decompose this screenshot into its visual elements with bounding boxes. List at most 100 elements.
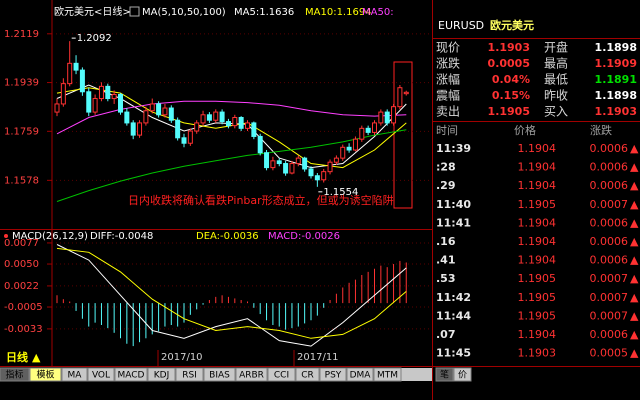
indicator-dot bbox=[4, 234, 8, 238]
trade-cell: 1.1904 bbox=[518, 142, 557, 155]
trade-cell: 1.1905 bbox=[518, 272, 557, 285]
up-arrow: ▲ bbox=[630, 254, 639, 267]
trade-cell: 0.0006 bbox=[590, 254, 629, 267]
highlight-box bbox=[393, 61, 413, 209]
candle-body bbox=[156, 103, 162, 116]
y-tick-label: 0.0050 bbox=[4, 259, 39, 270]
indicator-name: MACD(26,12,9) bbox=[12, 231, 88, 242]
tab-label[interactable]: MA bbox=[68, 371, 83, 381]
up-arrow: ▲ bbox=[630, 309, 639, 322]
trade-cell: .16 bbox=[436, 235, 456, 248]
tab[interactable] bbox=[147, 367, 176, 382]
candle-body bbox=[187, 130, 193, 144]
trade-cell: .07 bbox=[436, 328, 456, 341]
tab[interactable] bbox=[87, 367, 115, 382]
quote-label: 涨幅 bbox=[436, 72, 460, 87]
candle-body bbox=[92, 98, 98, 113]
indicator-line bbox=[56, 247, 407, 339]
quote-label: 开盘 bbox=[544, 40, 568, 55]
candle-body bbox=[168, 107, 174, 121]
y-tick-label: -0.0033 bbox=[4, 324, 43, 335]
period-arrow[interactable]: ▲ bbox=[32, 351, 41, 364]
up-arrow: ▲ bbox=[630, 179, 639, 192]
side-tab[interactable] bbox=[453, 367, 472, 382]
candle-body bbox=[149, 103, 155, 112]
y-tick-label: 1.2119 bbox=[4, 29, 39, 40]
tab-label[interactable]: ARBR bbox=[239, 371, 264, 381]
candle-body bbox=[79, 69, 85, 93]
tab[interactable] bbox=[346, 367, 374, 382]
trade-cell: 0.0006 bbox=[590, 142, 629, 155]
y-tick-label: 0.0077 bbox=[4, 238, 39, 249]
tab[interactable] bbox=[114, 367, 148, 382]
quote-label: 昨收 bbox=[544, 89, 568, 103]
symbol: EURUSD bbox=[438, 19, 484, 32]
tab[interactable] bbox=[61, 367, 88, 382]
candle-body bbox=[378, 111, 384, 124]
tab-label[interactable]: 模板 bbox=[36, 369, 54, 381]
candle-body bbox=[352, 138, 358, 151]
trade-cell: 11:41 bbox=[436, 216, 471, 229]
candle-body bbox=[346, 146, 352, 151]
candle-body bbox=[270, 160, 276, 169]
tab-label[interactable]: PSY bbox=[325, 371, 342, 381]
high-label: 1.2092 bbox=[77, 33, 112, 44]
trade-cell: 11:40 bbox=[436, 198, 471, 211]
side-tab-label[interactable]: 价 bbox=[458, 370, 467, 381]
side-tab[interactable] bbox=[435, 367, 454, 382]
candle-body bbox=[372, 122, 377, 133]
tab-label[interactable]: MTM bbox=[377, 371, 398, 381]
tab[interactable] bbox=[203, 367, 236, 382]
chart-title: 欧元美元<日线> bbox=[54, 5, 131, 18]
column-header: 时间 bbox=[436, 124, 458, 137]
candle-body bbox=[219, 111, 225, 123]
tab[interactable] bbox=[235, 367, 268, 382]
up-arrow: ▲ bbox=[630, 161, 639, 174]
tab[interactable] bbox=[295, 367, 320, 382]
trade-cell: 0.0007 bbox=[590, 272, 629, 285]
tab-label[interactable]: DMA bbox=[350, 371, 372, 381]
trade-cell: 0.0006 bbox=[590, 328, 629, 341]
legend-entry: DEA:-0.0036 bbox=[196, 231, 259, 242]
candle-body bbox=[314, 175, 320, 181]
low-label: 1.1554 bbox=[323, 187, 358, 198]
legend-entry: MACD:-0.0026 bbox=[268, 231, 340, 242]
trade-cell: 1.1905 bbox=[518, 291, 557, 304]
period[interactable]: 日线 bbox=[6, 350, 28, 364]
candle-body bbox=[162, 107, 168, 116]
candle-body bbox=[308, 168, 314, 177]
up-arrow: ▲ bbox=[630, 272, 639, 285]
tab[interactable] bbox=[175, 367, 204, 382]
trade-cell: :28 bbox=[436, 161, 456, 174]
candle-body bbox=[365, 127, 371, 133]
tab[interactable] bbox=[319, 367, 347, 382]
candle-body bbox=[302, 157, 308, 170]
candle-body bbox=[340, 146, 346, 159]
up-arrow: ▲ bbox=[630, 216, 639, 229]
y-tick-label: 0.0022 bbox=[4, 281, 39, 292]
indicator-line bbox=[56, 87, 407, 169]
trade-cell: 0.0006 bbox=[590, 161, 629, 174]
tab-label[interactable]: CCI bbox=[274, 371, 289, 381]
tab-label[interactable]: MACD bbox=[118, 371, 145, 381]
tab-label[interactable]: VOL bbox=[92, 371, 110, 381]
tab[interactable] bbox=[267, 367, 296, 382]
tab-label[interactable]: 指标 bbox=[5, 369, 23, 381]
legend-entry: DIFF:-0.0048 bbox=[90, 231, 153, 242]
quote-label: 最低 bbox=[544, 73, 568, 87]
tab-label[interactable]: BIAS bbox=[209, 371, 230, 381]
settings-icon[interactable] bbox=[129, 6, 140, 17]
candle-body bbox=[118, 93, 123, 113]
quote-label: 卖出 bbox=[436, 105, 460, 119]
tab-label[interactable]: RSI bbox=[182, 371, 197, 381]
candle-body bbox=[175, 119, 181, 139]
up-arrow: ▲ bbox=[630, 328, 639, 341]
tab-label[interactable]: KDJ bbox=[154, 371, 170, 381]
side-tab-label[interactable]: 笔 bbox=[440, 369, 449, 381]
tab-label[interactable]: CR bbox=[301, 371, 314, 381]
tab[interactable] bbox=[29, 367, 62, 382]
x-tick-label: 2017/10 bbox=[161, 352, 203, 363]
tab[interactable] bbox=[0, 367, 30, 382]
tab[interactable] bbox=[373, 367, 402, 382]
